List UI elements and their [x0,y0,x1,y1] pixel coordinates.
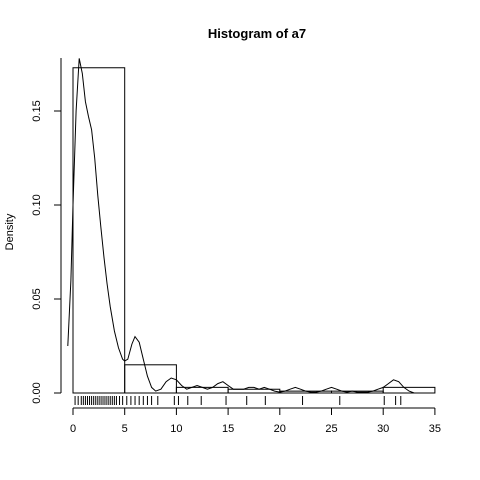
histogram-bar-2 [176,387,228,393]
x-tick-label: 10 [170,423,182,435]
chart-title: Histogram of a7 [208,26,306,41]
y-tick-label: 0.00 [31,382,43,403]
histogram-bar-6 [383,387,435,393]
y-axis-label: Density [4,213,16,250]
y-tick-label: 0.05 [31,288,43,309]
x-tick-label: 35 [429,423,441,435]
x-tick-label: 15 [222,423,234,435]
x-tick-label: 30 [377,423,389,435]
histogram-bar-1 [125,365,177,393]
y-tick-label: 0.10 [31,194,43,215]
x-tick-label: 25 [325,423,337,435]
density-curve-layer [68,58,414,393]
x-axis: 0 5 10 15 20 25 30 35 [70,408,441,435]
rug-marks [75,396,401,405]
histogram-bars [73,68,435,393]
density-curve [68,58,414,393]
x-tick-label: 0 [70,423,76,435]
y-axis: 0.00 0.05 0.10 0.15 [31,58,61,404]
y-tick-label: 0.15 [31,100,43,121]
histogram-bar-0 [73,68,125,393]
x-tick-label: 20 [274,423,286,435]
x-tick-label: 5 [122,423,128,435]
